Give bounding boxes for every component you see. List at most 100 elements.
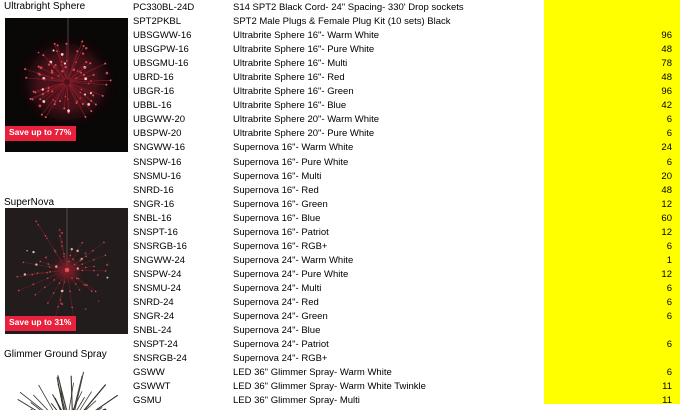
table-row: SNSRGB-24 Supernova 24"- RGB+ (0, 352, 680, 366)
category-label-supernova: SuperNova (4, 197, 55, 208)
description-cell: Supernova 24"- Green (233, 311, 328, 323)
table-row: SNGWW-24 Supernova 24"- Warm White 1 (0, 254, 680, 268)
quantity-cell: 48 (661, 184, 672, 196)
quantity-cell: 96 (661, 86, 672, 98)
description-cell: Supernova 16"- Warm White (233, 142, 354, 154)
table-row: GSMU LED 36" Glimmer Spray- Multi 11 (0, 394, 680, 408)
description-cell: LED 36" Glimmer Spray- Warm White (233, 367, 392, 379)
description-cell: Supernova 16"- Multi (233, 170, 322, 182)
table-row: SNSPW-24 Supernova 24"- Pure White 12 (0, 268, 680, 282)
table-row: UBBL-16 Ultrabrite Sphere 16"- Blue 42 (0, 99, 680, 113)
quantity-cell: 6 (666, 367, 672, 379)
table-row: SNRD-16 Supernova 16"- Red 48 (0, 184, 680, 198)
description-cell: LED 36" Glimmer Spray- Multi (233, 395, 360, 407)
sku-cell: UBGR-16 (133, 86, 175, 98)
quantity-cell: 6 (666, 339, 672, 351)
quantity-cell: 6 (666, 156, 672, 168)
description-cell: Supernova 16"- Green (233, 198, 328, 210)
quantity-cell: 11 (662, 381, 672, 393)
sku-cell: UBSGWW-16 (133, 30, 192, 42)
discount-badge-77: Save up to 77% (5, 126, 77, 141)
sku-cell: SNGR-24 (133, 311, 175, 323)
table-row: UBRD-16 Ultrabrite Sphere 16"- Red 48 (0, 71, 680, 85)
description-cell: Supernova 24"- Multi (233, 282, 322, 294)
table-row: SNSMU-24 Supernova 24"- Multi 6 (0, 282, 680, 296)
sku-cell: SNSMU-16 (133, 170, 182, 182)
quantity-cell: 6 (666, 128, 672, 140)
table-row: SNGR-16 Supernova 16"- Green 12 (0, 198, 680, 212)
quantity-cell: 6 (666, 311, 672, 323)
sku-cell: SNGWW-16 (133, 142, 186, 154)
table-row: SNGWW-16 Supernova 16"- Warm White 24 (0, 141, 680, 155)
category-label-glimmer-ground-spray: Glimmer Ground Spray (4, 349, 107, 360)
description-cell: Supernova 16"- Pure White (233, 156, 349, 168)
quantity-cell: 24 (661, 142, 672, 154)
sku-cell: SNSPW-24 (133, 268, 182, 280)
table-row: SNSPT-24 Supernova 24"- Patriot 6 (0, 338, 680, 352)
sku-cell: SPT2PKBL (133, 16, 182, 28)
table-row: SNSPT-16 Supernova 16"- Patriot 12 (0, 226, 680, 240)
sku-cell: SNSPW-16 (133, 156, 182, 168)
description-cell: Supernova 24"- Red (233, 296, 319, 308)
table-row: UBSGMU-16 Ultrabrite Sphere 16"- Multi 7… (0, 57, 680, 71)
quantity-cell: 60 (661, 212, 672, 224)
quantity-cell: 78 (661, 58, 672, 70)
glimmer-ground-spray-sketch (5, 366, 130, 410)
quantity-cell: 11 (662, 395, 672, 407)
sku-cell: UBSGPW-16 (133, 44, 189, 56)
category-label-ultrabright-sphere: Ultrabright Sphere (4, 1, 86, 12)
description-cell: Supernova 24"- RGB+ (233, 353, 328, 365)
table-row: GSWWT LED 36" Glimmer Spray- Warm White … (0, 380, 680, 394)
sku-cell: SNSPT-24 (133, 339, 178, 351)
quantity-cell: 6 (666, 114, 672, 126)
sku-cell: SNRD-24 (133, 296, 174, 308)
sku-cell: UBSGMU-16 (133, 58, 189, 70)
table-row: GSWW LED 36" Glimmer Spray- Warm White 6 (0, 366, 680, 380)
sku-cell: GSWW (133, 367, 165, 379)
table-row: SNBL-24 Supernova 24"- Blue (0, 324, 680, 338)
quantity-cell: 20 (661, 170, 672, 182)
quantity-cell: 12 (661, 198, 672, 210)
quantity-cell: 1 (666, 254, 672, 266)
description-cell: Supernova 24"- Blue (233, 325, 321, 337)
ultrabright-sphere-photo: Save up to 77% (5, 18, 128, 152)
table-row: UBGR-16 Ultrabrite Sphere 16"- Green 96 (0, 85, 680, 99)
sku-cell: PC330BL-24D (133, 2, 195, 13)
table-row: SNRD-24 Supernova 24"- Red 6 (0, 296, 680, 310)
description-cell: Supernova 16"- Blue (233, 212, 321, 224)
sku-cell: SNSPT-16 (133, 226, 178, 238)
description-cell: Ultrabrite Sphere 16"- Multi (233, 58, 348, 70)
table-row: SNSPW-16 Supernova 16"- Pure White 6 (0, 156, 680, 170)
table-row: UBGWW-20 Ultrabrite Sphere 20"- Warm Whi… (0, 113, 680, 127)
sku-cell: UBSPW-20 (133, 128, 182, 140)
supernova-photo: Save up to 31% (5, 208, 128, 334)
sku-cell: SNSRGB-24 (133, 353, 187, 365)
sku-cell: SNBL-24 (133, 325, 172, 337)
quantity-cell: 42 (661, 100, 672, 112)
quantity-cell: 48 (661, 44, 672, 56)
sku-cell: SNBL-16 (133, 212, 172, 224)
quantity-column-highlight (544, 0, 680, 404)
quantity-cell: 12 (661, 268, 672, 280)
table-row: UBSPW-20 Ultrabrite Sphere 20"- Pure Whi… (0, 127, 680, 141)
table-row: UBSGWW-16 Ultrabrite Sphere 16"- Warm Wh… (0, 29, 680, 43)
description-cell: S14 SPT2 Black Cord- 24" Spacing- 330' D… (233, 2, 464, 13)
quantity-cell: 6 (666, 282, 672, 294)
quantity-cell: 6 (666, 240, 672, 252)
sku-cell: SNSRGB-16 (133, 240, 187, 252)
discount-badge-31: Save up to 31% (5, 316, 77, 331)
sku-cell: SNGWW-24 (133, 254, 186, 266)
description-cell: Ultrabrite Sphere 16"- Red (233, 72, 345, 84)
description-cell: Supernova 24"- Warm White (233, 254, 354, 266)
sku-cell: UBRD-16 (133, 72, 174, 84)
description-cell: Ultrabrite Sphere 16"- Pure White (233, 44, 375, 56)
sku-cell: UBBL-16 (133, 100, 172, 112)
description-cell: Supernova 24"- Patriot (233, 339, 329, 351)
description-cell: LED 36" Glimmer Spray- Warm White Twinkl… (233, 381, 426, 393)
table-row: SPT2PKBL SPT2 Male Plugs & Female Plug K… (0, 15, 680, 29)
description-cell: Supernova 16"- Patriot (233, 226, 329, 238)
description-cell: SPT2 Male Plugs & Female Plug Kit (10 se… (233, 16, 451, 28)
description-cell: Supernova 16"- RGB+ (233, 240, 328, 252)
